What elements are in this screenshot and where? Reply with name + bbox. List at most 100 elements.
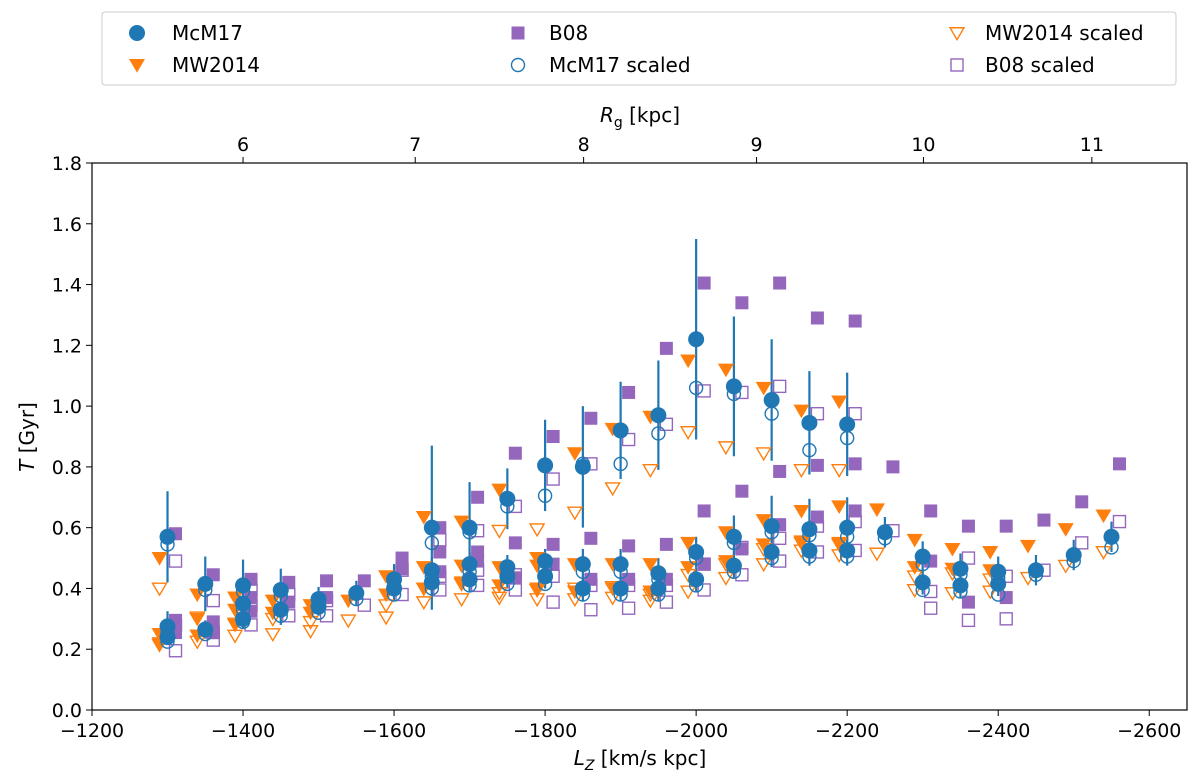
point-mw2014-scaled: [491, 524, 508, 539]
point-b08-scaled: [961, 613, 976, 628]
x-tick-label: −2200: [815, 720, 879, 742]
point-b08: [433, 545, 447, 559]
point-mcm17: [763, 392, 780, 409]
point-mw2014-scaled: [717, 441, 735, 456]
x-axis: −1200 −1400 −1600 −1800 −2000 −2200 −2400 −2600: [60, 710, 1181, 742]
point-mw2014: [755, 381, 772, 396]
point-mcm17: [423, 519, 440, 536]
point-b08: [395, 551, 409, 565]
y-tick-label: 0.0: [52, 700, 82, 722]
point-mcm17-scaled: [1066, 553, 1081, 569]
point-b08: [584, 411, 598, 425]
point-b08-scaled: [168, 554, 183, 568]
point-mw2014: [1095, 509, 1112, 524]
y-tick-label: 0.6: [52, 518, 82, 540]
top-tick-label: 7: [409, 134, 421, 156]
point-mw2014: [680, 561, 697, 575]
point-mcm17-scaled: [537, 576, 553, 592]
point-b08: [622, 539, 636, 553]
point-mcm17-scaled: [764, 525, 779, 540]
point-mcm17-scaled: [198, 626, 213, 642]
point-mcm17-scaled: [839, 549, 855, 564]
point-mcm17-scaled: [953, 584, 968, 599]
point-mcm17: [725, 378, 742, 395]
series-mcm17-scaled: [160, 380, 1119, 649]
point-b08: [773, 464, 787, 478]
point-mcm17-scaled: [424, 569, 440, 584]
legend-marker-b08-scaled: [950, 58, 964, 72]
point-b08-scaled: [621, 432, 636, 447]
point-mcm17: [537, 568, 554, 585]
point-mcm17-scaled: [726, 535, 742, 551]
point-mcm17-scaled: [1104, 540, 1119, 555]
point-mw2014: [755, 538, 772, 552]
x-axis-label: LZ [km/s kpc]: [574, 746, 707, 774]
x-tick-label: −2000: [664, 720, 728, 742]
point-mcm17-scaled: [877, 531, 893, 546]
y-tick-label: 0.8: [52, 457, 82, 479]
x-tick-label: −2400: [966, 720, 1030, 742]
point-mcm17-scaled: [915, 556, 930, 572]
legend-marker-mcm17: [129, 25, 145, 41]
point-mcm17-scaled: [651, 572, 666, 587]
point-mw2014: [453, 515, 470, 530]
point-mw2014-scaled: [981, 585, 999, 600]
point-mcm17-scaled: [462, 525, 477, 540]
point-mw2014: [793, 535, 810, 549]
point-mcm17: [914, 548, 931, 565]
legend-marker-mcm17-scaled: [510, 57, 526, 73]
point-mcm17-scaled: [613, 456, 628, 472]
point-mw2014-scaled: [679, 425, 697, 440]
point-mw2014: [982, 545, 999, 560]
point-mw2014: [1057, 523, 1074, 537]
point-b08-scaled: [433, 533, 447, 547]
point-mcm17-scaled: [160, 634, 175, 649]
point-mcm17-scaled: [726, 564, 742, 579]
point-mcm17: [159, 629, 176, 646]
point-mw2014: [793, 504, 810, 519]
x-tick-label: −1800: [513, 720, 577, 742]
point-mw2014-scaled: [868, 547, 886, 562]
point-mw2014-scaled: [717, 571, 735, 586]
point-b08: [357, 574, 371, 588]
point-mw2014-scaled: [604, 482, 621, 497]
point-mw2014: [755, 514, 772, 528]
point-mcm17: [461, 556, 478, 573]
top-tick-label: 10: [911, 134, 935, 156]
point-mcm17-scaled: [500, 567, 515, 582]
point-mw2014: [642, 558, 659, 572]
point-mw2014-scaled: [491, 591, 508, 606]
point-mcm17-scaled: [537, 488, 553, 503]
point-b08-scaled: [659, 417, 674, 432]
point-b08-scaled: [584, 603, 598, 617]
point-b08: [508, 536, 522, 550]
point-b08: [508, 446, 522, 460]
point-mcm17-scaled: [802, 442, 817, 458]
legend-entry-mcm17: McM17: [129, 21, 243, 45]
point-b08: [1037, 513, 1051, 527]
point-mcm17-scaled: [688, 380, 704, 396]
point-mcm17-scaled: [500, 576, 515, 592]
point-b08: [924, 504, 938, 518]
point-mcm17-scaled: [462, 578, 477, 593]
point-mcm17-scaled: [688, 578, 704, 593]
point-mw2014: [1019, 539, 1036, 554]
point-mcm17: [574, 458, 591, 475]
point-b08-scaled: [1112, 514, 1127, 529]
point-b08-scaled: [810, 407, 825, 421]
point-b08: [395, 562, 409, 576]
legend-entry-mcm17-scaled: McM17 scaled: [510, 53, 691, 77]
point-b08: [735, 542, 749, 556]
point-mw2014-scaled: [830, 463, 848, 478]
point-b08-scaled: [772, 554, 787, 568]
top-tick-label: 11: [1080, 134, 1104, 156]
plot-area: 0.0 0.2 0.4 0.6 0.8 1.0 1.2 1.4 1.6 1.8 −1200 −140…: [52, 134, 1188, 742]
point-b08: [961, 519, 975, 533]
point-b08-scaled: [923, 584, 938, 599]
point-mw2014: [717, 526, 734, 540]
point-mw2014-scaled: [377, 611, 395, 626]
point-mw2014: [831, 500, 848, 514]
point-b08: [810, 510, 824, 524]
point-mcm17-scaled: [160, 537, 175, 552]
